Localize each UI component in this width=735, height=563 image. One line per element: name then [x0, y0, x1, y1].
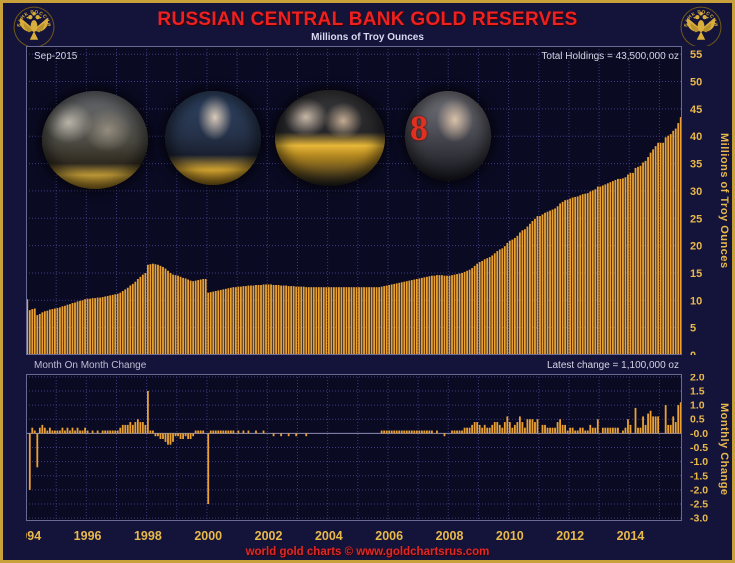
month-on-month-label: Month On Month Change	[34, 360, 147, 371]
svg-text:15: 15	[690, 268, 702, 280]
bottom-y-axis-title: Monthly Change	[718, 402, 730, 496]
svg-text:-2.5: -2.5	[690, 499, 708, 511]
photo-oval-putin-gold-bar	[165, 91, 261, 185]
svg-text:1996: 1996	[74, 529, 102, 543]
svg-text:-2.0: -2.0	[690, 484, 708, 496]
svg-text:2006: 2006	[375, 529, 403, 543]
svg-text:2002: 2002	[255, 529, 283, 543]
page-title: RUSSIAN CENTRAL BANK GOLD RESERVES	[157, 9, 578, 30]
svg-text:-1.0: -1.0	[690, 456, 708, 468]
total-holdings-label: Total Holdings = 43,500,000 oz	[541, 51, 679, 62]
reserves-bar-chart: 0 5 10 15 20 25 30 35 40 45 50 55	[26, 46, 702, 355]
bank-rossii-eagle-emblem-right	[680, 6, 722, 46]
top-y-axis-title: Millions of Troy Ounces	[718, 132, 730, 269]
photo-oval-group-gold-bar	[275, 90, 385, 186]
watermark-credit: world gold charts © www.goldchartsrus.co…	[245, 546, 490, 558]
svg-text:0: 0	[690, 350, 696, 355]
photo-oval-medvedev: 8	[405, 91, 491, 181]
svg-text:50: 50	[690, 77, 702, 89]
svg-text:40: 40	[690, 131, 702, 143]
svg-text:2000: 2000	[194, 529, 222, 543]
svg-text:10: 10	[690, 295, 702, 307]
svg-text:5: 5	[690, 323, 696, 335]
svg-text:1.0: 1.0	[690, 400, 705, 412]
svg-text:2008: 2008	[436, 529, 464, 543]
svg-text:2010: 2010	[496, 529, 524, 543]
page-subtitle: Millions of Troy Ounces	[311, 32, 424, 43]
latest-date-label: Sep-2015	[34, 51, 78, 62]
svg-text:-1.5: -1.5	[690, 470, 708, 482]
svg-text:55: 55	[690, 49, 702, 61]
svg-text:-0.5: -0.5	[690, 442, 708, 454]
bank-rossii-eagle-emblem-left	[13, 6, 55, 46]
svg-text:-0.0: -0.0	[690, 428, 708, 440]
svg-text:1.5: 1.5	[690, 385, 705, 397]
svg-text:2004: 2004	[315, 529, 343, 543]
svg-text:35: 35	[690, 159, 702, 171]
chart-header: RUSSIAN CENTRAL BANK GOLD RESERVES Milli…	[3, 5, 732, 43]
svg-text:-3.0: -3.0	[690, 513, 708, 525]
svg-text:2.0: 2.0	[690, 374, 705, 383]
svg-text:1998: 1998	[134, 529, 162, 543]
svg-text:45: 45	[690, 104, 702, 116]
svg-text:2012: 2012	[556, 529, 584, 543]
svg-text:30: 30	[690, 186, 702, 198]
svg-text:20: 20	[690, 241, 702, 253]
svg-text:0.5: 0.5	[690, 414, 705, 426]
latest-change-label: Latest change = 1,100,000 oz	[546, 360, 679, 371]
photo-oval-officials-gold-bars	[42, 91, 148, 189]
svg-text:25: 25	[690, 213, 702, 225]
svg-text:2014: 2014	[617, 529, 645, 543]
monthly-change-bar-chart: 2.0 1.5 1.0 0.5 -0.0 -0.5 -1.0 -1.5 -2.0 -2.5 -3.0…	[26, 374, 708, 543]
svg-text:1994: 1994	[26, 529, 41, 543]
red-eight-logo: 8	[410, 108, 428, 148]
